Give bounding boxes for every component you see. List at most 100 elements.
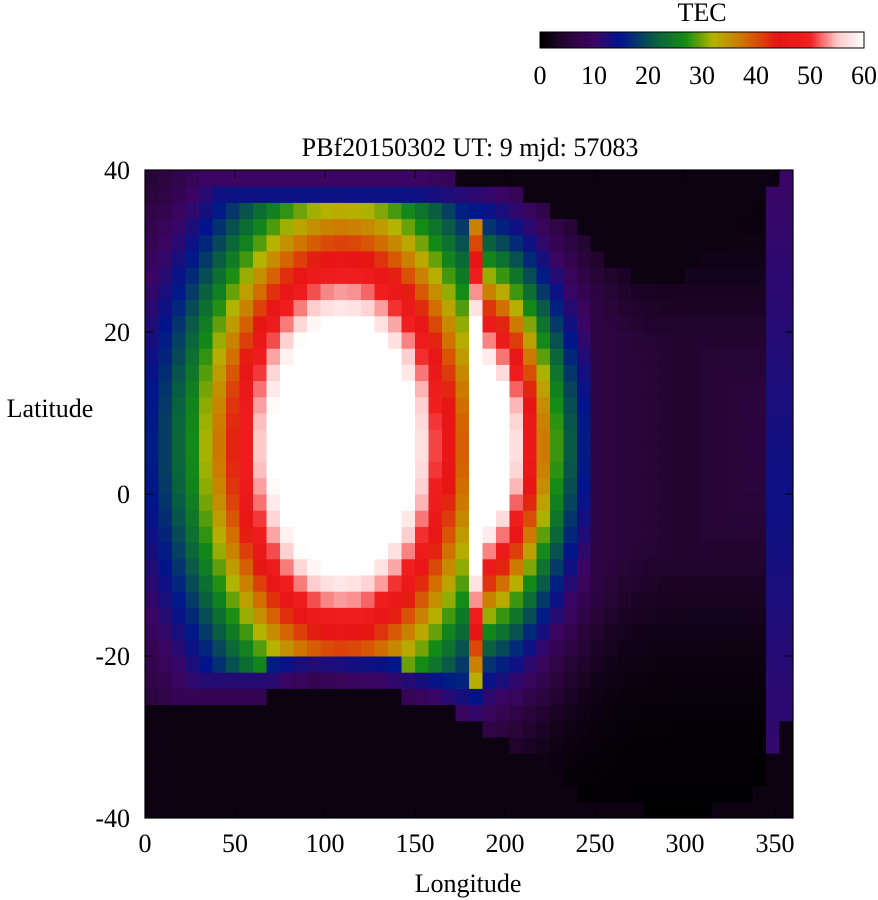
heatmap-cell [293,396,308,414]
heatmap-cell [361,380,375,398]
heatmap-cell [293,348,308,365]
heatmap-cell [644,785,659,803]
heatmap-cell [347,704,362,722]
heatmap-cell [779,720,794,738]
heatmap-cell [469,380,483,398]
heatmap-cell [523,413,537,430]
heatmap-cell [361,413,375,430]
heatmap-cell [766,396,780,414]
colorbar-tick-label: 20 [635,61,661,90]
colorbar-segment [712,32,717,48]
colorbar-segment [731,32,735,48]
heatmap-cell [226,494,240,511]
heatmap-cell [428,315,443,333]
heatmap-cell [320,607,335,625]
heatmap-cell [307,396,321,414]
heatmap-cell [644,672,659,689]
colorbar-segment [669,32,673,48]
heatmap-cell [388,283,402,301]
heatmap-cell [469,396,483,414]
heatmap-cell [550,801,564,819]
heatmap-cell [226,380,240,398]
heatmap-cell [442,283,456,301]
heatmap-cell [388,591,402,608]
heatmap-cell [671,283,686,301]
heatmap-cell [482,332,497,349]
heatmap-cell [536,591,551,608]
heatmap-cell [293,623,308,641]
heatmap-cell [671,251,686,268]
heatmap-cell [604,429,618,446]
heatmap-cell [563,332,578,349]
heatmap-cell [428,251,443,268]
heatmap-cell [374,720,389,738]
heatmap-cell [604,218,618,236]
heatmap-cell [469,413,483,430]
heatmap-cell [698,283,713,301]
heatmap-cell [739,542,753,560]
heatmap-cell [293,170,308,187]
heatmap-cell [685,542,699,560]
heatmap-cell [766,413,780,430]
heatmap-cell [550,656,564,673]
heatmap-cell [509,542,524,560]
heatmap-cell [374,429,389,446]
heatmap-cell [347,396,362,414]
heatmap-cell [212,202,227,220]
heatmap-cell [509,656,524,673]
heatmap-cell [158,315,173,333]
heatmap-cell [577,720,591,738]
heatmap-cell [226,801,240,819]
heatmap-cell [172,477,186,495]
heatmap-cell [739,234,753,252]
heatmap-cell [293,704,308,722]
heatmap-cell [496,299,510,317]
heatmap-cell [563,801,578,819]
heatmap-cell [388,170,402,187]
heatmap-cell [361,251,375,268]
heatmap-cell [239,299,254,317]
heatmap-cell [401,202,416,220]
heatmap-cell [671,639,686,657]
heatmap-cell [469,526,483,544]
heatmap-cell [523,380,537,398]
heatmap-cell [347,413,362,430]
heatmap-cell [226,558,240,576]
heatmap-cell [469,494,483,511]
heatmap-cell [577,477,591,495]
heatmap-cell [779,785,794,803]
heatmap-cell [496,510,510,527]
heatmap-cell [320,704,335,722]
heatmap-cell [563,510,578,527]
heatmap-cell [658,429,672,446]
heatmap-cell [725,753,740,770]
heatmap-cell [469,429,483,446]
heatmap-cell [523,396,537,414]
heatmap-cell [604,688,618,706]
heatmap-cell [658,510,672,527]
heatmap-cell [185,283,200,301]
heatmap-cell [455,542,470,560]
heatmap-cell [523,753,537,770]
heatmap-cell [212,623,227,641]
heatmap-cell [752,283,767,301]
heatmap-cell [577,575,591,592]
heatmap-cell [523,477,537,495]
heatmap-cell [347,186,362,203]
colorbar-segment [783,32,787,48]
heatmap-cell [334,348,348,365]
heatmap-cell [320,688,335,706]
heatmap-cell [604,639,618,657]
heatmap-cell [658,186,672,203]
heatmap-cell [469,461,483,479]
heatmap-cell [347,202,362,220]
heatmap-cell [617,639,632,657]
heatmap-cell [145,461,159,479]
heatmap-cell [185,315,200,333]
heatmap-cell [253,364,267,382]
heatmap-cell [361,607,375,625]
heatmap-cell [766,445,780,463]
heatmap-cell [347,477,362,495]
heatmap-cell [712,623,726,641]
heatmap-cell [185,218,200,236]
